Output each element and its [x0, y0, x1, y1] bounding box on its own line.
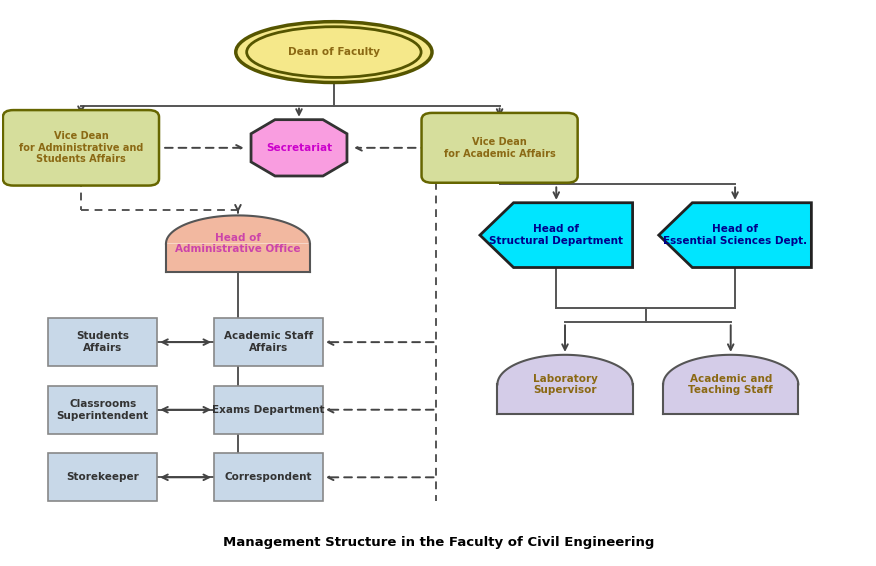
Text: Vice Dean
for Academic Affairs: Vice Dean for Academic Affairs: [444, 137, 555, 158]
Bar: [166, 243, 310, 272]
Text: Management Structure in the Faculty of Civil Engineering: Management Structure in the Faculty of C…: [223, 535, 654, 548]
Polygon shape: [166, 216, 310, 243]
Text: Dean of Faculty: Dean of Faculty: [288, 47, 380, 57]
Polygon shape: [498, 355, 632, 384]
Polygon shape: [251, 119, 347, 176]
Bar: [663, 384, 798, 414]
Text: Storekeeper: Storekeeper: [67, 472, 139, 482]
Text: Academic Staff
Affairs: Academic Staff Affairs: [224, 331, 313, 353]
Polygon shape: [480, 203, 632, 268]
FancyBboxPatch shape: [421, 113, 577, 183]
Bar: [498, 384, 632, 414]
Text: Correspondent: Correspondent: [225, 472, 312, 482]
Text: Academic and
Teaching Staff: Academic and Teaching Staff: [689, 374, 774, 395]
Polygon shape: [659, 203, 811, 268]
Text: Students
Affairs: Students Affairs: [76, 331, 130, 353]
Text: Laboratory
Supervisor: Laboratory Supervisor: [533, 374, 597, 395]
Text: Head of
Structural Department: Head of Structural Department: [490, 224, 624, 246]
Text: Vice Dean
for Administrative and
Students Affairs: Vice Dean for Administrative and Student…: [18, 131, 143, 165]
Bar: [214, 453, 323, 501]
Text: Secretariat: Secretariat: [266, 143, 332, 153]
Bar: [48, 386, 158, 434]
Polygon shape: [663, 355, 798, 384]
Text: Classrooms
Superintendent: Classrooms Superintendent: [57, 399, 149, 421]
Text: Head of
Essential Sciences Dept.: Head of Essential Sciences Dept.: [663, 224, 807, 246]
Ellipse shape: [247, 27, 421, 78]
Text: Head of
Administrative Office: Head of Administrative Office: [175, 233, 300, 254]
Text: Exams Department: Exams Department: [212, 405, 325, 415]
Bar: [214, 386, 323, 434]
FancyBboxPatch shape: [3, 110, 159, 186]
Bar: [214, 318, 323, 366]
Bar: [48, 453, 158, 501]
Bar: [48, 318, 158, 366]
Ellipse shape: [236, 22, 432, 83]
